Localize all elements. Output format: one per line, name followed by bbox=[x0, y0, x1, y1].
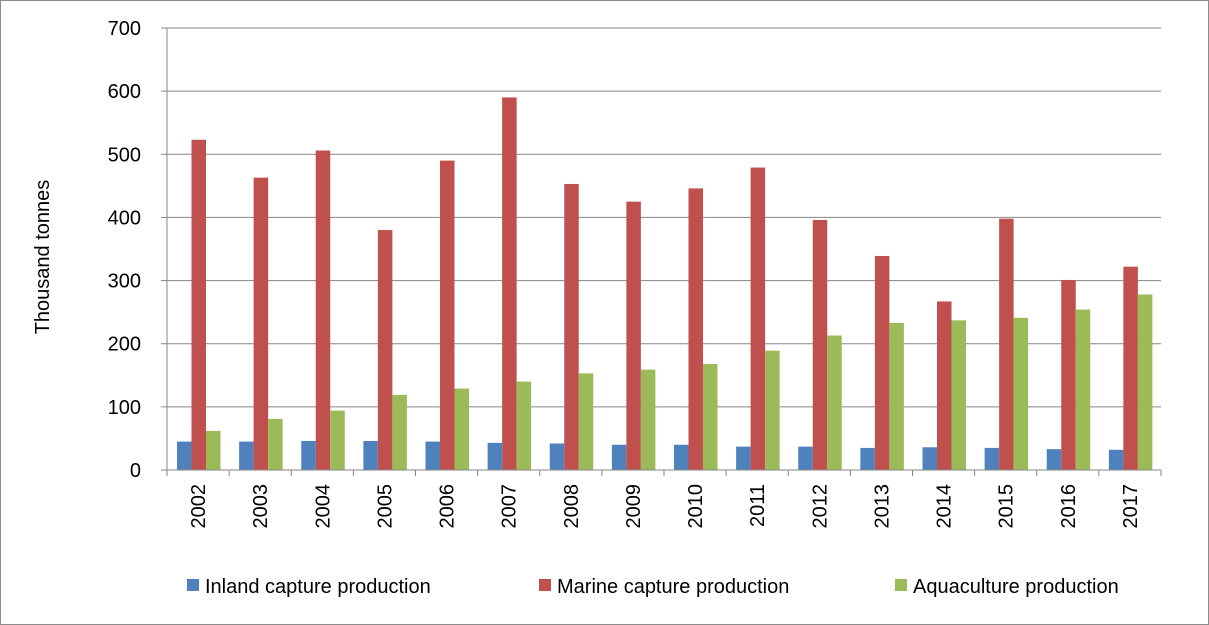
bar-marine-capture-production-2016 bbox=[1061, 279, 1076, 470]
bar-marine-capture-production-2014 bbox=[937, 301, 952, 470]
bar-inland-capture-production-2015 bbox=[984, 447, 1000, 470]
bar-inland-capture-production-2009 bbox=[611, 444, 627, 470]
x-tick-label: 2013 bbox=[871, 484, 893, 529]
bar-marine-capture-production-2006 bbox=[440, 160, 455, 470]
x-tick-label: 2006 bbox=[437, 484, 459, 529]
bar-inland-capture-production-2003 bbox=[239, 441, 254, 470]
y-tick-label: 100 bbox=[108, 397, 141, 419]
bar-inland-capture-production-2006 bbox=[425, 441, 440, 470]
bar-inland-capture-production-2013 bbox=[860, 447, 875, 470]
legend-swatch-inland-capture-production bbox=[187, 579, 199, 591]
bar-marine-capture-production-2013 bbox=[874, 255, 890, 470]
bar-aquaculture-production-2005 bbox=[392, 394, 407, 470]
x-tick-label: 2008 bbox=[561, 484, 583, 529]
bar-aquaculture-production-2003 bbox=[268, 418, 283, 470]
bar-marine-capture-production-2003 bbox=[253, 177, 269, 471]
x-tick-label: 2005 bbox=[374, 484, 396, 529]
bar-aquaculture-production-2013 bbox=[889, 322, 904, 470]
bar-marine-capture-production-2008 bbox=[564, 183, 579, 470]
bar-marine-capture-production-2012 bbox=[812, 219, 828, 470]
bar-inland-capture-production-2017 bbox=[1108, 449, 1124, 470]
bar-aquaculture-production-2015 bbox=[1013, 317, 1029, 470]
y-tick-label: 500 bbox=[108, 144, 141, 166]
x-tick-label: 2007 bbox=[499, 484, 521, 529]
x-tick-label: 2003 bbox=[250, 484, 272, 529]
bar-aquaculture-production-2007 bbox=[516, 381, 532, 470]
legend-label: Aquaculture production bbox=[913, 576, 1119, 598]
legend-label: Marine capture production bbox=[557, 576, 789, 598]
bar-aquaculture-production-2004 bbox=[330, 410, 345, 470]
y-tick-label: 0 bbox=[130, 460, 141, 482]
legend-label: Inland capture production bbox=[205, 576, 431, 598]
bar-marine-capture-production-2017 bbox=[1123, 266, 1138, 470]
bar-aquaculture-production-2009 bbox=[640, 369, 656, 470]
x-tick-label: 2012 bbox=[809, 484, 831, 529]
bar-marine-capture-production-2015 bbox=[999, 218, 1014, 470]
y-tick-label: 400 bbox=[108, 207, 141, 229]
y-tick-label: 600 bbox=[108, 81, 141, 103]
bar-marine-capture-production-2005 bbox=[377, 230, 393, 470]
bar-aquaculture-production-2006 bbox=[454, 388, 469, 470]
bar-aquaculture-production-2008 bbox=[578, 373, 594, 470]
x-tick-label: 2016 bbox=[1058, 484, 1080, 529]
bar-marine-capture-production-2002 bbox=[191, 139, 206, 470]
bar-inland-capture-production-2007 bbox=[487, 442, 503, 470]
gridlines bbox=[167, 27, 1161, 408]
x-tick-label: 2002 bbox=[188, 484, 210, 529]
bar-marine-capture-production-2010 bbox=[688, 188, 703, 470]
bar-aquaculture-production-2010 bbox=[703, 363, 718, 470]
x-tick-label: 2014 bbox=[934, 484, 956, 529]
legend-swatch-marine-capture-production bbox=[539, 579, 551, 591]
bar-marine-capture-production-2009 bbox=[626, 201, 641, 470]
bar-aquaculture-production-2017 bbox=[1137, 294, 1153, 470]
legend-swatch-aquaculture-production bbox=[895, 579, 907, 591]
bar-aquaculture-production-2011 bbox=[765, 350, 780, 470]
y-tick-label: 700 bbox=[108, 18, 141, 40]
bar-inland-capture-production-2010 bbox=[674, 444, 689, 470]
bar-inland-capture-production-2011 bbox=[736, 446, 751, 470]
y-tick-label: 200 bbox=[108, 334, 141, 356]
bar-marine-capture-production-2007 bbox=[502, 97, 517, 470]
x-tick-label: 2004 bbox=[312, 484, 334, 529]
y-axis-title: Thousand tonnes bbox=[32, 180, 54, 335]
bar-marine-capture-production-2004 bbox=[315, 150, 331, 471]
bar-inland-capture-production-2016 bbox=[1046, 449, 1062, 470]
legend: Inland capture production Marine capture … bbox=[187, 576, 1119, 598]
bar-aquaculture-production-2016 bbox=[1075, 309, 1091, 470]
bar-inland-capture-production-2012 bbox=[798, 446, 813, 470]
bar-aquaculture-production-2002 bbox=[206, 430, 221, 470]
y-tick-labels: 0 100 200 300 400 500 600 700 bbox=[108, 18, 167, 482]
bar-inland-capture-production-2005 bbox=[363, 440, 378, 470]
x-tick-label: 2017 bbox=[1120, 484, 1142, 529]
bar-inland-capture-production-2008 bbox=[549, 443, 565, 470]
bar-inland-capture-production-2014 bbox=[922, 447, 937, 470]
bar-inland-capture-production-2004 bbox=[301, 440, 316, 470]
bar-aquaculture-production-2014 bbox=[951, 320, 966, 470]
x-tick-label: 2009 bbox=[623, 484, 645, 529]
bars bbox=[177, 97, 1153, 471]
x-tick-label: 2010 bbox=[685, 484, 707, 529]
bar-marine-capture-production-2011 bbox=[750, 167, 766, 470]
bar-inland-capture-production-2002 bbox=[177, 441, 192, 470]
x-tick-label: 2011 bbox=[747, 484, 769, 527]
y-tick-label: 300 bbox=[108, 271, 141, 293]
bar-aquaculture-production-2012 bbox=[827, 335, 842, 470]
x-tick-label: 2015 bbox=[996, 484, 1018, 529]
x-tick-labels: 2002 2003 2004 2005 2006 2007 2008 2009 2010 2011… bbox=[166, 470, 1162, 529]
